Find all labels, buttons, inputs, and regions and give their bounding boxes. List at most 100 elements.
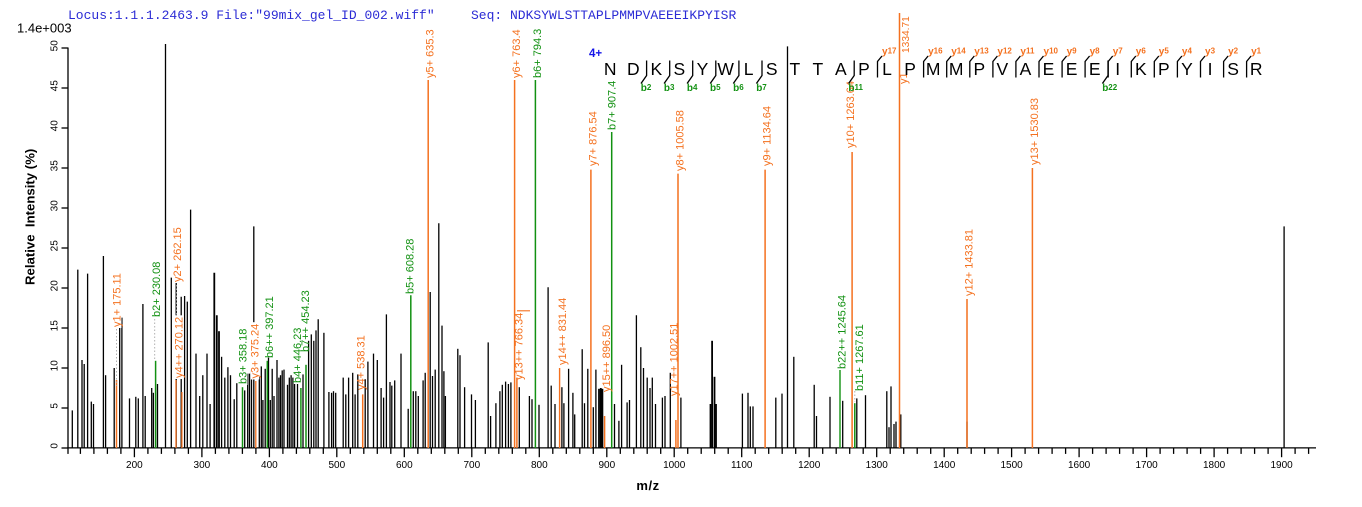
svg-text:1500: 1500 [1000,460,1023,471]
svg-text:y9: y9 [1067,47,1078,58]
svg-text:600: 600 [396,460,413,471]
svg-text:S: S [766,59,778,79]
svg-text:10: 10 [50,360,61,372]
svg-text:I: I [1208,59,1213,79]
svg-text:15: 15 [50,320,61,332]
svg-text:1300: 1300 [866,460,889,471]
svg-text:P: P [1158,59,1170,79]
svg-text:y1+ 175.11: y1+ 175.11 [112,273,124,327]
svg-text:y5: y5 [1159,47,1170,58]
svg-text:0: 0 [50,443,61,449]
svg-text:y14: y14 [951,47,966,58]
svg-text:y2+ 262.15: y2+ 262.15 [172,227,184,282]
svg-text:b6+ 794.3: b6+ 794.3 [532,29,544,78]
svg-text:1700: 1700 [1135,460,1158,471]
svg-text:y14++ 831.44: y14++ 831.44 [557,298,569,365]
svg-text:35: 35 [50,160,61,172]
svg-text:y13: y13 [974,47,989,58]
svg-text:E: E [1089,59,1101,79]
svg-text:D: D [627,59,640,79]
svg-text:25: 25 [50,240,61,252]
svg-text:K: K [650,59,662,79]
svg-text:Relative Intensity (%): Relative Intensity (%) [23,149,38,285]
svg-text:S: S [1227,59,1239,79]
svg-text:y7: y7 [1113,47,1124,58]
svg-text:y9+ 1134.64: y9+ 1134.64 [762,106,774,166]
svg-text:y10: y10 [1044,47,1059,58]
svg-text:1600: 1600 [1068,460,1091,471]
svg-text:30: 30 [50,200,61,212]
svg-text:400: 400 [261,460,278,471]
svg-text:y11: y11 [1020,47,1035,58]
svg-text:1900: 1900 [1270,460,1293,471]
svg-text:500: 500 [328,460,345,471]
svg-text:Y: Y [697,59,709,79]
svg-text:y1: y1 [898,72,910,84]
svg-text:M: M [949,59,964,79]
svg-text:V: V [997,59,1009,79]
svg-text:T: T [789,59,800,79]
svg-text:P: P [904,59,916,79]
svg-text:Locus:1.1.1.2463.9 File:"99mix: Locus:1.1.1.2463.9 File:"99mix_gel_ID_00… [68,8,435,23]
svg-text:b2: b2 [641,83,652,94]
svg-text:b6++ 397.21: b6++ 397.21 [264,296,276,358]
svg-text:W: W [717,59,734,79]
svg-text:y7+ 876.54: y7+ 876.54 [587,111,599,166]
svg-text:E: E [1066,59,1078,79]
svg-text:y1: y1 [1251,47,1262,58]
svg-text:L: L [882,59,892,79]
svg-text:K: K [1135,59,1147,79]
svg-text:1334.71: 1334.71 [901,16,912,53]
svg-text:y5+ 635.3: y5+ 635.3 [425,29,437,78]
svg-text:4+: 4+ [589,48,602,60]
svg-text:1800: 1800 [1203,460,1226,471]
svg-text:y10+ 1263.64: y10+ 1263.64 [845,81,857,148]
svg-text:y8+ 1005.58: y8+ 1005.58 [675,110,687,171]
svg-text:200: 200 [126,460,143,471]
svg-text:y17++ 1002.51: y17++ 1002.51 [668,323,680,396]
svg-text:1200: 1200 [798,460,821,471]
svg-text:Y: Y [1181,59,1193,79]
svg-text:A: A [835,59,847,79]
svg-text:b22++ 1245.64: b22++ 1245.64 [837,295,849,369]
svg-text:b7+ 907.4: b7+ 907.4 [607,81,619,130]
svg-text:40: 40 [50,120,61,132]
svg-text:y12+ 1433.81: y12+ 1433.81 [964,229,976,296]
svg-text:y17: y17 [882,47,897,58]
svg-text:y15++ 896.50: y15++ 896.50 [601,325,613,392]
svg-text:1400: 1400 [933,460,956,471]
svg-text:P: P [973,59,985,79]
svg-text:b22: b22 [1102,83,1118,94]
svg-text:y16: y16 [928,47,943,58]
svg-text:b3: b3 [664,83,675,94]
svg-text:900: 900 [598,460,615,471]
svg-text:b5+ 608.28: b5+ 608.28 [404,239,416,294]
svg-text:y4: y4 [1182,47,1193,58]
svg-text:b4+ 446.23: b4+ 446.23 [292,328,304,383]
svg-text:S: S [674,59,686,79]
svg-text:b5: b5 [710,83,721,94]
svg-text:5: 5 [50,403,61,409]
svg-text:y12: y12 [997,47,1012,58]
svg-text:T: T [812,59,823,79]
svg-text:b11+ 1267.61: b11+ 1267.61 [854,324,866,391]
svg-text:y13++ 766.34: y13++ 766.34 [513,313,525,380]
svg-text:1100: 1100 [731,460,753,471]
svg-text:50: 50 [50,40,61,52]
svg-text:b2+ 230.08: b2+ 230.08 [151,262,163,317]
svg-text:y2: y2 [1228,47,1239,58]
svg-text:y8: y8 [1090,47,1101,58]
svg-text:300: 300 [194,460,211,471]
svg-text:y4+ 538.31: y4+ 538.31 [356,335,368,390]
svg-text:y6: y6 [1136,47,1147,58]
svg-text:b11: b11 [848,83,863,94]
svg-text:b7: b7 [756,83,767,94]
svg-text:45: 45 [50,80,61,92]
svg-text:y13+ 1530.83: y13+ 1530.83 [1029,98,1041,165]
svg-text:700: 700 [463,460,480,471]
svg-text:b4: b4 [687,83,698,94]
svg-text:y3+ 375.24: y3+ 375.24 [249,324,261,379]
svg-text:I: I [1115,59,1120,79]
svg-text:Seq: NDKSYWLSTTAPLPMMPVAEEEIKP: Seq: NDKSYWLSTTAPLPMMPVAEEEIKPYISR [471,8,736,23]
svg-text:20: 20 [50,280,61,292]
